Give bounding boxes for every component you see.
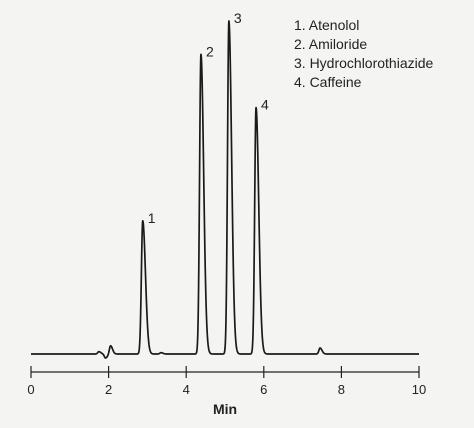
x-axis-ticks: 0 2 4 6 8 10 bbox=[27, 366, 426, 397]
x-tick-label: 0 bbox=[27, 382, 34, 397]
legend-entry: 4. Caffeine bbox=[294, 74, 362, 90]
legend-entry: 3. Hydrochlorothiazide bbox=[294, 55, 434, 71]
peak-label-1: 1 bbox=[148, 210, 156, 226]
x-tick-label: 2 bbox=[105, 382, 112, 397]
legend-entry: 1. Atenolol bbox=[294, 17, 359, 33]
peak-labels: 1 2 3 4 bbox=[148, 10, 269, 226]
peak-label-3: 3 bbox=[234, 10, 242, 26]
peak-label-4: 4 bbox=[261, 97, 269, 113]
x-tick-label: 4 bbox=[183, 382, 190, 397]
x-tick-label: 8 bbox=[338, 382, 345, 397]
chromatogram-trace bbox=[30, 20, 420, 359]
x-axis-title: Min bbox=[213, 401, 237, 417]
peak-label-2: 2 bbox=[206, 43, 214, 59]
x-tick-label: 10 bbox=[412, 382, 426, 397]
legend: 1. Atenolol 2. Amiloride 3. Hydrochlorothi… bbox=[294, 17, 434, 90]
x-tick-label: 6 bbox=[260, 382, 267, 397]
legend-entry: 2. Amiloride bbox=[294, 36, 367, 52]
